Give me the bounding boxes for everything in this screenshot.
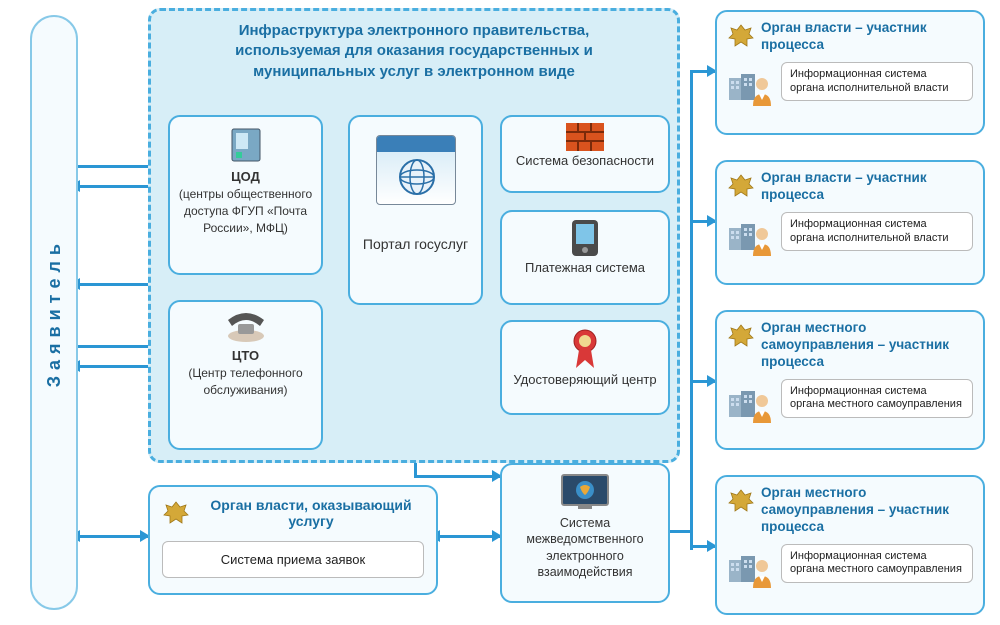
ribbon-icon xyxy=(570,328,600,370)
cod-node: ЦОД (центры общественного доступа ФГУП «… xyxy=(168,115,323,275)
phone-icon xyxy=(224,310,268,344)
cto-subtitle: (Центр телефонного обслуживания) xyxy=(188,366,302,397)
authority-inner: Информационная система органа местного с… xyxy=(781,379,973,419)
authority-node: Орган местного самоуправления – участник… xyxy=(715,310,985,450)
emblem-icon xyxy=(727,172,755,200)
cto-title: ЦТО xyxy=(232,348,259,363)
server-icon xyxy=(226,125,266,165)
service-authority-inner: Система приема заявок xyxy=(162,541,424,578)
cod-label: ЦОД (центры общественного доступа ФГУП «… xyxy=(178,169,313,237)
arrow xyxy=(414,475,500,478)
service-authority-node: Орган власти, оказывающий услугу Система… xyxy=(148,485,438,595)
emblem-icon xyxy=(162,499,190,527)
payment-label: Платежная система xyxy=(508,260,662,277)
person-icon xyxy=(749,76,775,106)
arrow xyxy=(78,535,148,538)
authority-node: Орган местного самоуправления – участник… xyxy=(715,475,985,615)
person-icon xyxy=(749,393,775,423)
cto-label: ЦТО (Центр телефонного обслуживания) xyxy=(178,348,313,399)
person-icon xyxy=(749,558,775,588)
cto-node: ЦТО (Центр телефонного обслуживания) xyxy=(168,300,323,450)
authority-title: Орган власти – участник процесса xyxy=(761,20,973,54)
arrow xyxy=(690,70,693,550)
certauth-node: Удостоверяющий центр xyxy=(500,320,670,415)
authority-node: Орган власти – участник процесса Информа… xyxy=(715,10,985,135)
arrow xyxy=(670,530,693,533)
authority-title: Орган местного самоуправления – участник… xyxy=(761,485,973,536)
smev-label: Система межведомственного электронного в… xyxy=(510,515,660,580)
authority-title: Орган власти – участник процесса xyxy=(761,170,973,204)
emblem-icon xyxy=(727,487,755,515)
arrow xyxy=(438,535,500,538)
security-node: Система безопасности xyxy=(500,115,670,193)
portal-node: Портал госуслуг xyxy=(348,115,483,305)
applicant-node: Заявитель xyxy=(30,15,78,610)
authority-node: Орган власти – участник процесса Информа… xyxy=(715,160,985,285)
certauth-label: Удостоверяющий центр xyxy=(508,372,662,389)
smev-node: Система межведомственного электронного в… xyxy=(500,463,670,603)
applicant-label: Заявитель xyxy=(44,238,65,387)
pda-icon xyxy=(570,218,600,258)
infrastructure-title: Инфраструктура электронного правительств… xyxy=(151,11,677,86)
emblem-icon xyxy=(727,22,755,50)
authority-inner: Информационная система органа исполнител… xyxy=(781,212,973,252)
firewall-icon xyxy=(566,123,604,151)
emblem-icon xyxy=(727,322,755,350)
globe-icon xyxy=(398,158,436,196)
payment-node: Платежная система xyxy=(500,210,670,305)
authority-title: Орган местного самоуправления – участник… xyxy=(761,320,973,371)
monitor-icon xyxy=(560,473,610,511)
security-label: Система безопасности xyxy=(508,153,662,170)
cod-subtitle: (центры общественного доступа ФГУП «Почт… xyxy=(179,187,312,235)
portal-label: Портал госуслуг xyxy=(360,235,471,253)
cod-title: ЦОД xyxy=(231,169,260,184)
authority-inner: Информационная система органа местного с… xyxy=(781,544,973,584)
person-icon xyxy=(749,226,775,256)
service-authority-title: Орган власти, оказывающий услугу xyxy=(198,497,424,529)
authority-inner: Информационная система органа исполнител… xyxy=(781,62,973,102)
